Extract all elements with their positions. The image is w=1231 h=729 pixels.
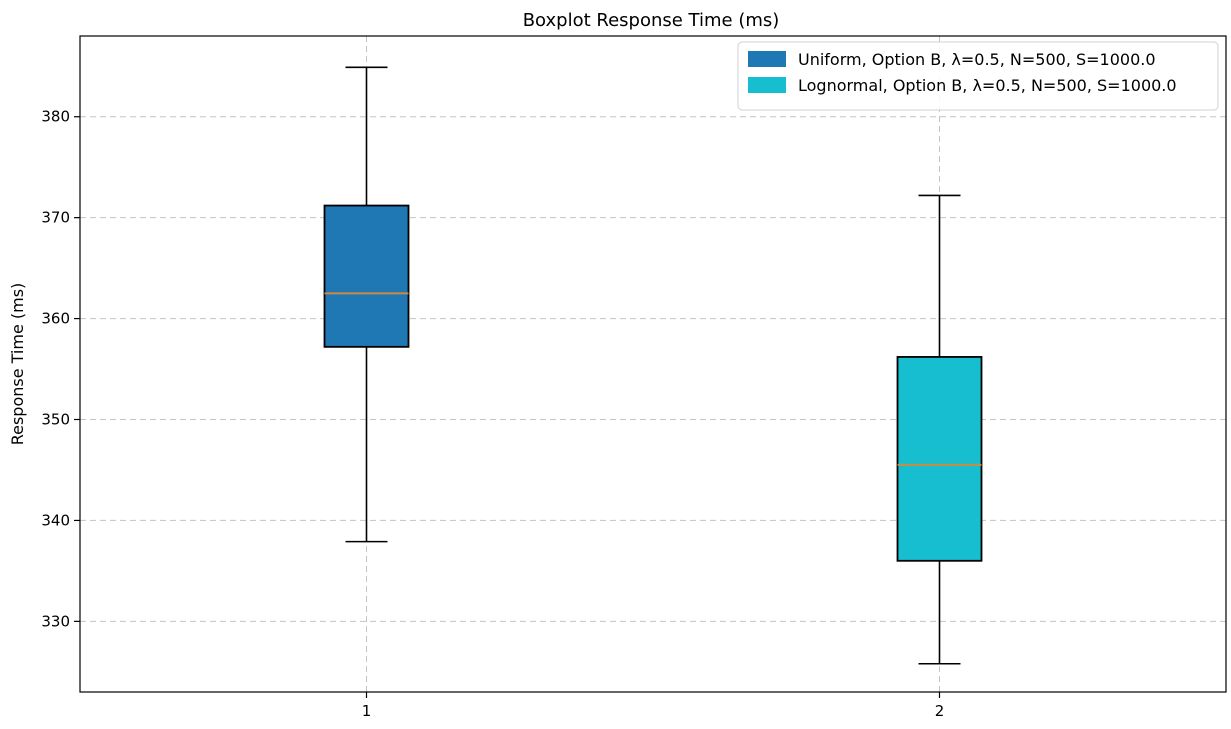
y-tick-label: 330 xyxy=(41,612,70,630)
y-tick-label: 340 xyxy=(41,511,70,529)
legend-label: Uniform, Option B, λ=0.5, N=500, S=1000.… xyxy=(798,50,1156,69)
y-tick-label: 360 xyxy=(41,310,70,328)
x-tick-label: 1 xyxy=(362,702,372,720)
x-tick-label: 2 xyxy=(935,702,945,720)
grid-lines xyxy=(80,36,1226,692)
box-1 xyxy=(323,66,410,543)
legend-label: Lognormal, Option B, λ=0.5, N=500, S=100… xyxy=(798,76,1177,95)
axes-group: 330 340 350 360 370 380 1 2 xyxy=(41,35,1227,720)
legend-swatch xyxy=(748,77,786,93)
boxes-group xyxy=(323,66,983,665)
chart-title: Boxplot Response Time (ms) xyxy=(523,10,780,31)
y-tick-label: 370 xyxy=(41,209,70,227)
legend-frame xyxy=(737,41,1219,111)
y-tick-label: 380 xyxy=(41,108,70,126)
iqr-box xyxy=(896,356,983,562)
iqr-box xyxy=(323,204,410,348)
y-tick-label: 350 xyxy=(41,411,70,429)
y-axis-label: Response Time (ms) xyxy=(8,283,27,446)
box-2 xyxy=(896,194,983,665)
plot-frame xyxy=(79,35,1227,693)
legend-swatch xyxy=(748,51,786,67)
legend: Uniform, Option B, λ=0.5, N=500, S=1000.… xyxy=(737,41,1219,111)
